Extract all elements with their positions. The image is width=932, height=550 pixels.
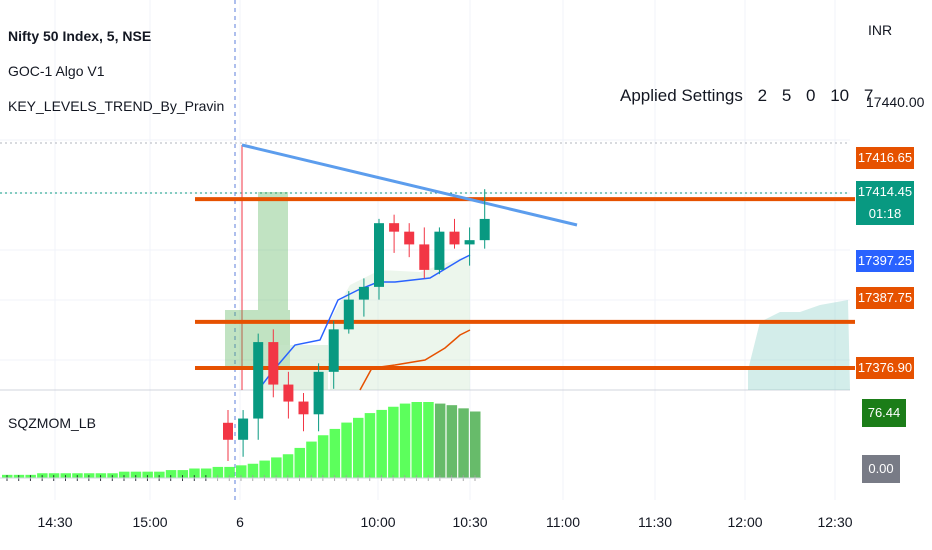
candle-body — [313, 371, 324, 415]
support-line — [359, 329, 471, 391]
settings-value: 2 — [757, 86, 768, 105]
momentum-bar — [294, 447, 305, 478]
level-badge-lower: 17376.90 — [856, 357, 914, 379]
momentum-bar — [60, 473, 71, 478]
time-label: 15:00 — [132, 514, 168, 530]
candle-body — [434, 231, 445, 270]
momentum-bar — [119, 471, 130, 478]
momentum-bar — [154, 471, 165, 478]
settings-value: 7 — [863, 86, 874, 105]
signal-line — [261, 254, 471, 386]
momentum-bar — [282, 454, 294, 478]
trend-line — [241, 143, 578, 227]
momentum-bar — [259, 460, 270, 478]
momentum-bar — [329, 428, 341, 478]
candle-body — [449, 231, 460, 245]
momentum-bar — [200, 468, 212, 478]
momentum-bar — [364, 413, 376, 478]
momentum-bar — [353, 417, 364, 478]
settings-value: 5 — [781, 86, 792, 105]
momentum-bar — [388, 406, 399, 478]
level-badge-upper: 17416.65 — [856, 147, 914, 169]
price-tick: 17440.00 — [866, 94, 925, 110]
time-label: 10:00 — [360, 514, 396, 530]
applied-settings: Applied Settings 2 5 0 10 7 — [620, 86, 873, 106]
signal-badge: 17397.25 — [856, 250, 914, 272]
momentum-bar — [25, 474, 36, 478]
momentum-bar — [83, 473, 95, 478]
indicator-goc[interactable]: GOC-1 Algo V1 — [8, 63, 105, 79]
candle-body — [374, 223, 384, 287]
momentum-bar — [107, 473, 118, 478]
momentum-bar — [48, 473, 60, 478]
candle-body — [223, 422, 233, 440]
time-label: 6 — [236, 514, 244, 530]
candle-body — [298, 401, 309, 415]
momentum-bar — [142, 471, 153, 478]
momentum-bar — [247, 463, 259, 478]
momentum-bar — [177, 470, 188, 478]
momentum-bar — [458, 408, 469, 478]
candle-body — [253, 342, 264, 419]
candle-body — [283, 384, 294, 402]
momentum-bar — [165, 470, 177, 478]
momentum-bar — [434, 403, 446, 478]
settings-value: 10 — [830, 86, 850, 105]
momentum-bar — [317, 435, 329, 478]
momentum-bar — [2, 474, 13, 478]
time-label: 12:00 — [727, 514, 763, 530]
candle-body — [268, 342, 279, 385]
candle-body — [358, 286, 369, 300]
indicator-key-levels[interactable]: KEY_LEVELS_TREND_By_Pravin — [8, 98, 225, 114]
momentum-bar — [212, 466, 224, 478]
zone-fill — [258, 192, 288, 310]
last-price-badge: 17414.45 01:18 — [856, 181, 914, 225]
momentum-bar — [236, 465, 247, 478]
candle-body — [404, 231, 415, 245]
momentum-bar — [37, 473, 48, 478]
time-label: 11:00 — [546, 514, 580, 530]
momentum-bar — [271, 457, 282, 478]
last-price-value: 17414.45 — [857, 184, 913, 199]
momentum-bar — [95, 473, 107, 478]
level-badge-middle: 17387.75 — [856, 287, 914, 309]
indicator-sqzmom[interactable]: SQZMOM_LB — [8, 415, 96, 431]
momentum-bar — [470, 411, 481, 478]
momentum-bar — [446, 405, 458, 478]
candle-body — [389, 223, 400, 232]
currency-label: INR — [868, 22, 893, 38]
candle-body — [343, 299, 354, 330]
time-label: 11:30 — [638, 514, 672, 530]
momentum-bar — [411, 402, 422, 478]
candle-body — [419, 244, 430, 270]
candle-body — [238, 418, 249, 440]
time-label: 12:30 — [817, 514, 853, 530]
momentum-bar — [72, 473, 83, 478]
candle-body — [328, 329, 339, 372]
chart-title: Nifty 50 Index, 5, NSE — [8, 28, 152, 44]
settings-value: 0 — [806, 86, 816, 105]
momentum-badge: 76.44 — [862, 399, 906, 427]
bar-countdown: 01:18 — [868, 206, 902, 221]
cloud-fill — [748, 300, 850, 390]
momentum-bar — [130, 471, 142, 478]
momentum-bar — [399, 403, 411, 478]
momentum-bar — [423, 402, 434, 478]
momentum-bar — [13, 474, 25, 478]
time-label: 10:30 — [452, 514, 488, 530]
zero-badge: 0.00 — [862, 455, 900, 483]
momentum-bar — [224, 466, 235, 478]
candle-body — [479, 218, 490, 241]
settings-label: Applied Settings — [620, 86, 743, 105]
momentum-bar — [306, 441, 317, 478]
candle-body — [464, 240, 475, 245]
momentum-bar — [341, 422, 352, 478]
momentum-bar — [376, 409, 387, 478]
time-label: 14:30 — [37, 514, 73, 530]
momentum-bar — [189, 468, 200, 478]
